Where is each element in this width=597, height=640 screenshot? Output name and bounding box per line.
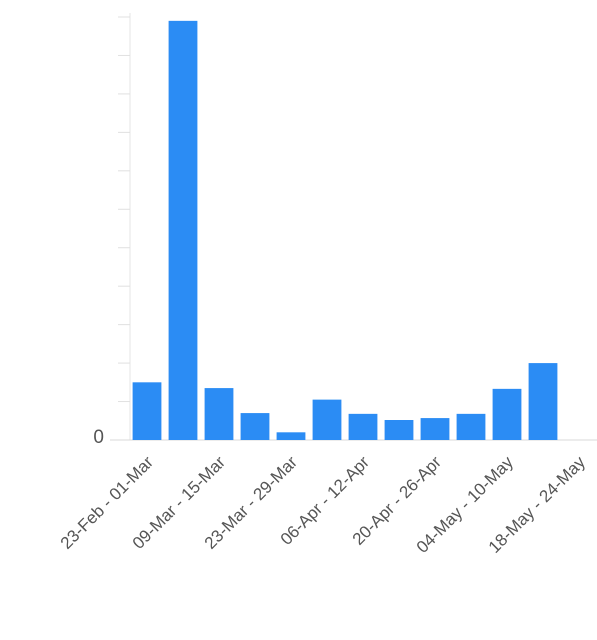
bar: [168, 20, 198, 440]
bar: [456, 413, 486, 440]
y-tick-label: 0: [93, 427, 104, 448]
bar: [348, 413, 378, 440]
bar: [240, 413, 270, 440]
bar: [312, 399, 342, 440]
bar: [420, 418, 450, 440]
bar: [132, 382, 162, 440]
bar: [384, 420, 414, 440]
bar: [492, 388, 522, 440]
bar: [276, 432, 306, 440]
bar: [204, 388, 234, 440]
bar: [528, 363, 558, 440]
